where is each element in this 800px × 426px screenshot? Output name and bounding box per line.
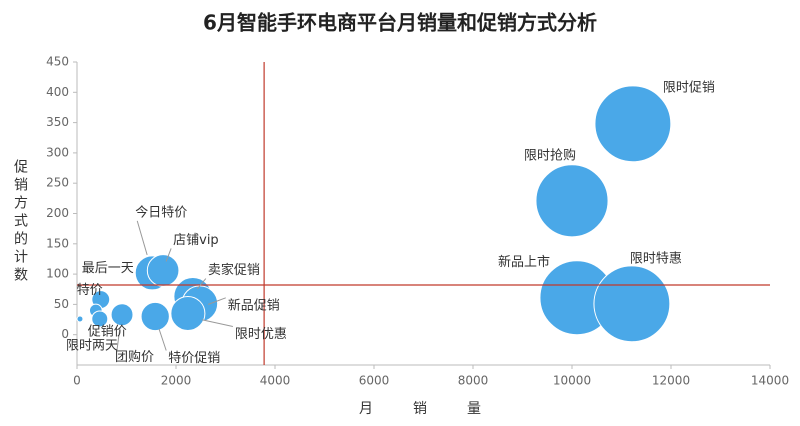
bubble [76, 315, 84, 323]
x-tick-label: 14000 [751, 374, 789, 388]
leader-line [158, 328, 167, 351]
point-label: 限时促销 [663, 80, 715, 95]
chart-title: 6月智能手环电商平台月销量和促销方式分析 [203, 11, 597, 35]
point-label: 新品促销 [228, 297, 280, 313]
point-label: 新品上市 [498, 254, 550, 270]
bubble [593, 265, 671, 343]
bubble [91, 310, 109, 328]
leader-line [207, 297, 226, 305]
point-label: 限时两天 [66, 338, 118, 353]
y-axis-label: 促销方式的计数 [12, 159, 28, 285]
x-tick-label: 2000 [161, 374, 192, 388]
x-tick-label: 10000 [553, 374, 591, 388]
x-axis-label: 月销量 [359, 401, 521, 417]
y-tick-label: 450 [46, 55, 69, 69]
leader-line [165, 248, 172, 262]
bubble [170, 295, 206, 332]
leader-line [196, 278, 207, 290]
y-tick-label: 300 [46, 145, 69, 159]
y-tick-label: 50 [54, 297, 69, 311]
y-tick-label: 0 [61, 327, 69, 341]
x-tick-label: 12000 [652, 374, 690, 388]
bubble [146, 254, 180, 287]
x-tick-label: 6000 [359, 374, 390, 388]
y-tick-label: 400 [46, 85, 69, 99]
leader-line [136, 220, 148, 256]
bubble [594, 85, 672, 163]
leader-line [201, 319, 233, 327]
bubble [535, 164, 609, 238]
point-label: 限时抢购 [524, 147, 576, 163]
x-tick-label: 8000 [458, 374, 489, 388]
point-label: 今日特价 [135, 204, 187, 220]
y-tick-label: 200 [46, 206, 69, 220]
point-label: 特价促销 [168, 351, 220, 366]
y-tick-label: 100 [46, 267, 69, 281]
bubble [140, 301, 170, 332]
point-label: 卖家促销 [208, 262, 260, 278]
leader-line [116, 327, 121, 350]
point-label: 限时优惠 [235, 327, 287, 342]
point-label: 特价 [77, 283, 103, 298]
x-tick-label: 0 [73, 374, 81, 388]
bubble [110, 303, 134, 327]
y-tick-label: 250 [46, 176, 69, 190]
point-label: 限时特惠 [630, 251, 682, 266]
point-label: 最后一天 [82, 261, 134, 276]
y-tick-label: 150 [46, 236, 69, 250]
y-tick-label: 350 [46, 115, 69, 129]
x-tick-label: 4000 [260, 374, 291, 388]
point-label: 促销价 [88, 324, 127, 339]
point-label: 店铺vip [173, 233, 219, 248]
point-label: 团购价 [115, 349, 154, 365]
